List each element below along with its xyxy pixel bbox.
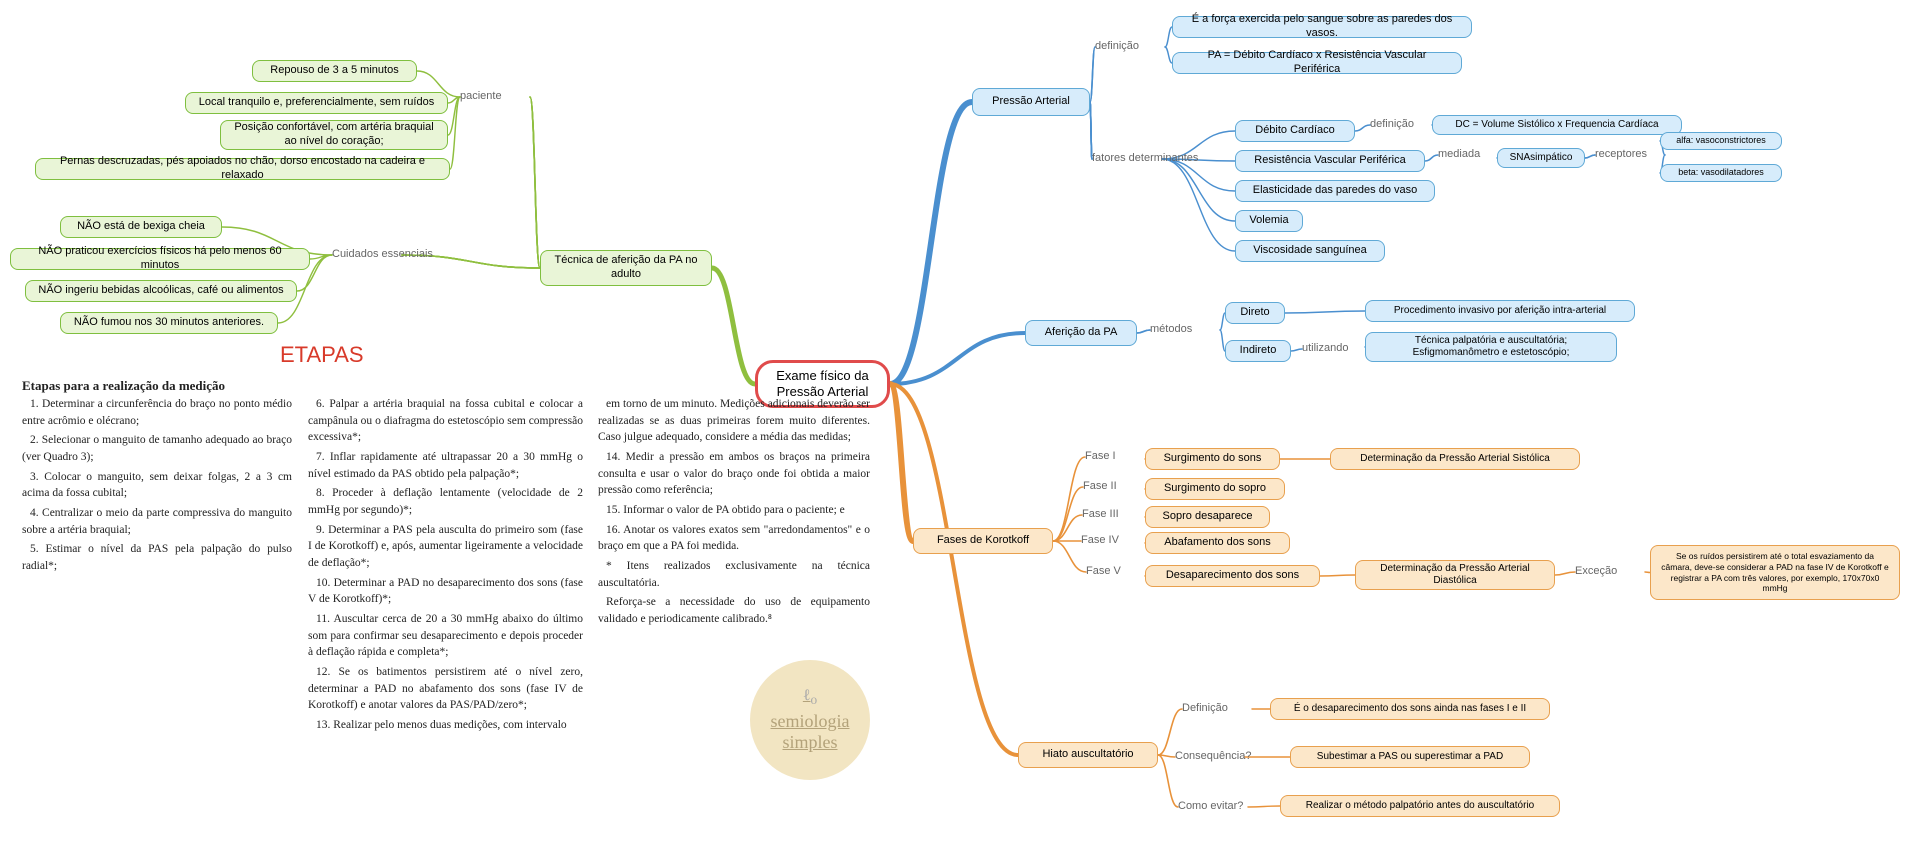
node-direto_desc: Procedimento invasivo por aferição intra… xyxy=(1365,300,1635,322)
etapas-line: 1. Determinar a circunferência do braço … xyxy=(22,396,292,429)
node-f3_lbl: Fase III xyxy=(1082,508,1119,520)
etapas-heading: Etapas para a realização da medição xyxy=(22,378,225,394)
node-def1: É a força exercida pelo sangue sobre as … xyxy=(1172,16,1472,38)
etapas-line: Reforça-se a necessidade do uso de equip… xyxy=(598,594,870,627)
node-indireto_desc: Técnica palpatória e auscultatória; Esfi… xyxy=(1365,332,1617,362)
node-h_cons_lbl: Consequência? xyxy=(1175,750,1251,762)
node-k5: Desaparecimento dos sons xyxy=(1145,565,1320,587)
node-k4: Abafamento dos sons xyxy=(1145,532,1290,554)
node-paciente_lbl: paciente xyxy=(460,90,502,102)
node-k5b: Determinação da Pressão Arterial Diastól… xyxy=(1355,560,1555,590)
node-elast: Elasticidade das paredes do vaso xyxy=(1235,180,1435,202)
etapas-line: 14. Medir a pressão em ambos os braços n… xyxy=(598,449,870,499)
node-debito_def_lbl: definição xyxy=(1370,118,1414,130)
node-sna: SNAsimpático xyxy=(1497,148,1585,168)
etapas-line: 13. Realizar pelo menos duas medições, c… xyxy=(308,717,583,734)
logo-line2: simples xyxy=(782,732,837,753)
etapas-line: 16. Anotar os valores exatos sem "arredo… xyxy=(598,522,870,555)
etapas-line: 4. Centralizar o meio da parte compressi… xyxy=(22,505,292,538)
stethoscope-icon: ℓo xyxy=(803,687,817,708)
etapas-col-1: 1. Determinar a circunferência do braço … xyxy=(22,396,292,578)
node-alfa: alfa: vasoconstrictores xyxy=(1660,132,1782,150)
node-k1: Surgimento do sons xyxy=(1145,448,1280,470)
node-h_def: É o desaparecimento dos sons ainda nas f… xyxy=(1270,698,1550,720)
node-rvp: Resistência Vascular Periférica xyxy=(1235,150,1425,172)
etapas-line: 3. Colocar o manguito, sem deixar folgas… xyxy=(22,469,292,502)
node-k3: Sopro desaparece xyxy=(1145,506,1270,528)
node-visc: Viscosidade sanguínea xyxy=(1235,240,1385,262)
node-korotkoff: Fases de Korotkoff xyxy=(913,528,1053,554)
node-metodos_lbl: métodos xyxy=(1150,323,1192,335)
etapas-col-2: 6. Palpar a artéria braquial na fossa cu… xyxy=(308,396,583,737)
etapas-line: 15. Informar o valor de PA obtido para o… xyxy=(598,502,870,519)
node-f5_lbl: Fase V xyxy=(1086,565,1121,577)
node-h_def_lbl: Definição xyxy=(1182,702,1228,714)
logo-semiologia: ℓo semiologia simples xyxy=(750,660,870,780)
node-c2: NÃO praticou exercícios físicos há pelo … xyxy=(10,248,310,270)
etapas-line: 6. Palpar a artéria braquial na fossa cu… xyxy=(308,396,583,446)
node-utiliz_lbl: utilizando xyxy=(1302,342,1348,354)
node-h_evit: Realizar o método palpatório antes do au… xyxy=(1280,795,1560,817)
node-def2: PA = Débito Cardíaco x Resistência Vascu… xyxy=(1172,52,1462,74)
node-debito_def: DC = Volume Sistólico x Frequencia Cardí… xyxy=(1432,115,1682,135)
node-pac3: Posição confortável, com artéria braquia… xyxy=(220,120,448,150)
node-c4: NÃO fumou nos 30 minutos anteriores. xyxy=(60,312,278,334)
etapas-line: 2. Selecionar o manguito de tamanho adeq… xyxy=(22,432,292,465)
node-pac1: Repouso de 3 a 5 minutos xyxy=(252,60,417,82)
node-direto: Direto xyxy=(1225,302,1285,324)
etapas-title: ETAPAS xyxy=(280,342,364,368)
etapas-line: em torno de um minuto. Medições adiciona… xyxy=(598,396,870,446)
node-h_evit_lbl: Como evitar? xyxy=(1178,800,1243,812)
etapas-line: 7. Inflar rapidamente até ultrapassar 20… xyxy=(308,449,583,482)
etapas-line: 10. Determinar a PAD no desaparecimento … xyxy=(308,575,583,608)
node-afericao: Aferição da PA xyxy=(1025,320,1137,346)
node-beta: beta: vasodilatadores xyxy=(1660,164,1782,182)
etapas-line: 8. Proceder à deflação lentamente (veloc… xyxy=(308,485,583,518)
node-fatores_lbl: fatores determinantes xyxy=(1092,152,1198,164)
node-indireto: Indireto xyxy=(1225,340,1291,362)
etapas-col-3: em torno de um minuto. Medições adiciona… xyxy=(598,396,870,631)
node-f4_lbl: Fase IV xyxy=(1081,534,1119,546)
node-hiato: Hiato auscultatório xyxy=(1018,742,1158,768)
etapas-line: 12. Se os batimentos persistirem até o n… xyxy=(308,664,583,714)
node-pac2: Local tranquilo e, preferencialmente, se… xyxy=(185,92,448,114)
node-k1b: Determinação da Pressão Arterial Sistóli… xyxy=(1330,448,1580,470)
node-volemia: Volemia xyxy=(1235,210,1303,232)
node-c1: NÃO está de bexiga cheia xyxy=(60,216,222,238)
node-pac4: Pernas descruzadas, pés apoiados no chão… xyxy=(35,158,450,180)
etapas-line: * Itens realizados exclusivamente na téc… xyxy=(598,558,870,591)
node-excecao: Se os ruídos persistirem até o total esv… xyxy=(1650,545,1900,600)
etapas-line: 5. Estimar o nível da PAS pela palpação … xyxy=(22,541,292,574)
node-c3: NÃO ingeriu bebidas alcoólicas, café ou … xyxy=(25,280,297,302)
node-h_cons: Subestimar a PAS ou superestimar a PAD xyxy=(1290,746,1530,768)
etapas-line: 11. Auscultar cerca de 20 a 30 mmHg abai… xyxy=(308,611,583,661)
node-f1_lbl: Fase I xyxy=(1085,450,1116,462)
node-cuidados_lbl: Cuidados essenciais xyxy=(332,248,433,260)
node-definicao_lbl: definição xyxy=(1095,40,1139,52)
node-pressao_arterial: Pressão Arterial xyxy=(972,88,1090,116)
node-mediada_lbl: mediada xyxy=(1438,148,1480,160)
etapas-line: 9. Determinar a PAS pela ausculta do pri… xyxy=(308,522,583,572)
node-recept_lbl: receptores xyxy=(1595,148,1647,160)
node-tecnica: Técnica de aferição da PA no adulto xyxy=(540,250,712,286)
node-excecao_lbl: Exceção xyxy=(1575,565,1617,577)
node-debito: Débito Cardíaco xyxy=(1235,120,1355,142)
node-k2: Surgimento do sopro xyxy=(1145,478,1285,500)
node-f2_lbl: Fase II xyxy=(1083,480,1117,492)
logo-line1: semiologia xyxy=(771,711,850,732)
